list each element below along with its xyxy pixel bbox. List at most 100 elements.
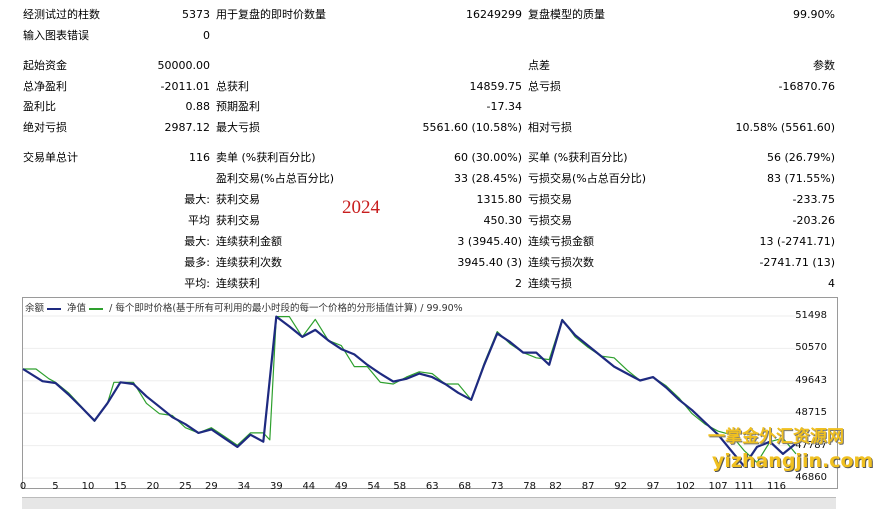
x-tick-label-18: 87 <box>581 481 595 492</box>
profit-factor-value: 0.88 <box>185 100 211 113</box>
x-tick-label-24: 116 <box>766 481 787 492</box>
largest-profit-label: 获利交易 <box>216 193 260 206</box>
mismatched-errors-value: 0 <box>203 29 210 42</box>
average-consecutive-prefix: 平均: <box>184 277 210 290</box>
initial-deposit-value: 50000.00 <box>157 59 211 72</box>
x-tick-label-2: 10 <box>81 481 95 492</box>
ticks-modelled-value: 16249299 <box>466 8 522 21</box>
y-tick-label-4: 50570 <box>795 342 827 354</box>
average-profit-label: 获利交易 <box>216 214 260 227</box>
spread-label: 点差 <box>528 59 550 72</box>
y-tick-label-2: 48715 <box>795 407 827 419</box>
chart-title-text: / 每个即时价格(基于所有可利用的最小时段的每一个价格的分形插值计算) / 99… <box>109 303 463 314</box>
largest-loss-value: -233.75 <box>792 193 835 206</box>
legend-balance-swatch <box>47 307 62 310</box>
x-tick-label-16: 78 <box>523 481 537 492</box>
x-tick-label-5: 25 <box>179 481 192 492</box>
max-consecutive-wins-value: 3 (3945.40) <box>457 235 522 248</box>
long-positions-label: 买单 (%获利百分比) <box>528 151 628 164</box>
expected-payoff-label: 预期盈利 <box>216 100 260 113</box>
watermark-url: yizhangjin.com <box>712 450 874 472</box>
gross-loss-value: -16870.76 <box>778 80 835 93</box>
legend-equity-label: 净值 <box>67 303 87 314</box>
x-tick-label-21: 102 <box>676 481 696 492</box>
x-tick-label-17: 82 <box>549 481 563 492</box>
modelling-quality-value: 99.90% <box>793 8 835 21</box>
short-positions-label: 卖单 (%获利百分比) <box>216 151 316 164</box>
x-tick-label-15: 73 <box>490 481 504 492</box>
max-consecutive-losses-value: 13 (-2741.71) <box>759 235 835 248</box>
watermark-text: 一掌金外汇资源网 <box>708 427 844 447</box>
loss-trades-value: 83 (71.55%) <box>766 172 835 185</box>
maximum-prefix: 最大: <box>184 235 210 248</box>
gross-loss-label: 总亏损 <box>528 80 561 93</box>
x-tick-label-13: 63 <box>425 481 439 492</box>
y-tick-label-1: 47787 <box>795 439 827 451</box>
x-tick-label-4: 20 <box>146 481 160 492</box>
gross-profit-label: 总获利 <box>216 80 249 93</box>
legend-balance-label: 余额 <box>25 303 45 314</box>
loss-trades-label: 亏损交易(%占总百分比) <box>528 172 647 185</box>
y-tick-label-0: 46860 <box>795 472 827 483</box>
maximal-drawdown-label: 最大亏损 <box>216 121 260 134</box>
x-tick-label-23: 111 <box>734 481 754 492</box>
spread-value: 参数 <box>813 59 835 72</box>
profit-trades-label: 盈利交易(%占总百分比) <box>216 172 335 185</box>
modelling-quality-label: 复盘模型的质量 <box>528 8 605 21</box>
maximal-prefix: 最多: <box>184 256 210 269</box>
average-prefix: 平均 <box>188 214 210 227</box>
y-tick-label-5: 51498 <box>795 310 827 321</box>
expected-payoff-value: -17.34 <box>486 100 522 113</box>
gross-profit-value: 14859.75 <box>469 80 523 93</box>
profit-factor-label: 盈利比 <box>23 100 56 113</box>
bars-tested-label: 经测试过的柱数 <box>23 8 100 21</box>
absolute-drawdown-value: 2987.12 <box>164 121 211 134</box>
x-tick-label-0: 0 <box>19 481 27 492</box>
x-tick-label-8: 39 <box>269 481 283 492</box>
average-profit-value: 450.30 <box>483 214 523 227</box>
x-tick-label-6: 29 <box>205 481 218 492</box>
average-consecutive-losses-label: 连续亏损 <box>528 277 572 290</box>
x-tick-label-11: 54 <box>367 481 381 492</box>
net-profit-value: -2011.01 <box>160 80 210 93</box>
maximal-consecutive-profit-label: 连续获利次数 <box>216 256 282 269</box>
largest-profit-value: 1315.80 <box>476 193 523 206</box>
max-consecutive-wins-label: 连续获利金额 <box>216 235 282 248</box>
profit-trades-value: 33 (28.45%) <box>453 172 522 185</box>
bars-tested-value: 5373 <box>182 8 210 21</box>
short-positions-value: 60 (30.00%) <box>453 151 522 164</box>
average-loss-label: 亏损交易 <box>528 214 572 227</box>
total-trades-label: 交易单总计 <box>23 151 78 164</box>
maximal-drawdown-value: 5561.60 (10.58%) <box>422 121 522 134</box>
x-tick-label-9: 44 <box>302 481 316 492</box>
y-tick-label-3: 49643 <box>795 374 827 386</box>
x-tick-label-7: 34 <box>237 481 251 492</box>
initial-deposit-label: 起始资金 <box>23 59 67 72</box>
maximal-consecutive-loss-label: 连续亏损次数 <box>528 256 594 269</box>
maximal-consecutive-loss-value: -2741.71 (13) <box>759 256 835 269</box>
x-tick-label-22: 107 <box>708 481 728 492</box>
largest-loss-label: 亏损交易 <box>528 193 572 206</box>
ticks-modelled-label: 用于复盘的即时价数量 <box>216 8 326 21</box>
x-tick-label-3: 15 <box>114 481 127 492</box>
x-tick-label-14: 68 <box>458 481 472 492</box>
absolute-drawdown-label: 绝对亏损 <box>23 121 67 134</box>
maximal-consecutive-profit-value: 3945.40 (3) <box>457 256 522 269</box>
largest-prefix: 最大: <box>184 193 210 206</box>
x-tick-label-10: 49 <box>334 481 348 492</box>
average-consecutive-losses-value: 4 <box>828 277 835 290</box>
mismatched-errors-label: 输入图表错误 <box>23 29 89 42</box>
max-consecutive-losses-label: 连续亏损金额 <box>528 235 594 248</box>
average-consecutive-wins-value: 2 <box>515 277 522 290</box>
average-consecutive-wins-label: 连续获利 <box>216 277 260 290</box>
chart-legend: 余额 净值 / 每个即时价格(基于所有可利用的最小时段的每一个价格的分形插值计算… <box>25 300 463 314</box>
relative-drawdown-value: 10.58% (5561.60) <box>735 121 835 134</box>
average-loss-value: -203.26 <box>792 214 835 227</box>
x-tick-label-12: 58 <box>393 481 407 492</box>
long-positions-value: 56 (26.79%) <box>766 151 835 164</box>
total-trades-value: 116 <box>189 151 210 164</box>
net-profit-label: 总净盈利 <box>23 80 67 93</box>
relative-drawdown-label: 相对亏损 <box>528 121 572 134</box>
x-tick-label-20: 97 <box>646 481 660 492</box>
trade-table-header-strip <box>22 497 836 509</box>
